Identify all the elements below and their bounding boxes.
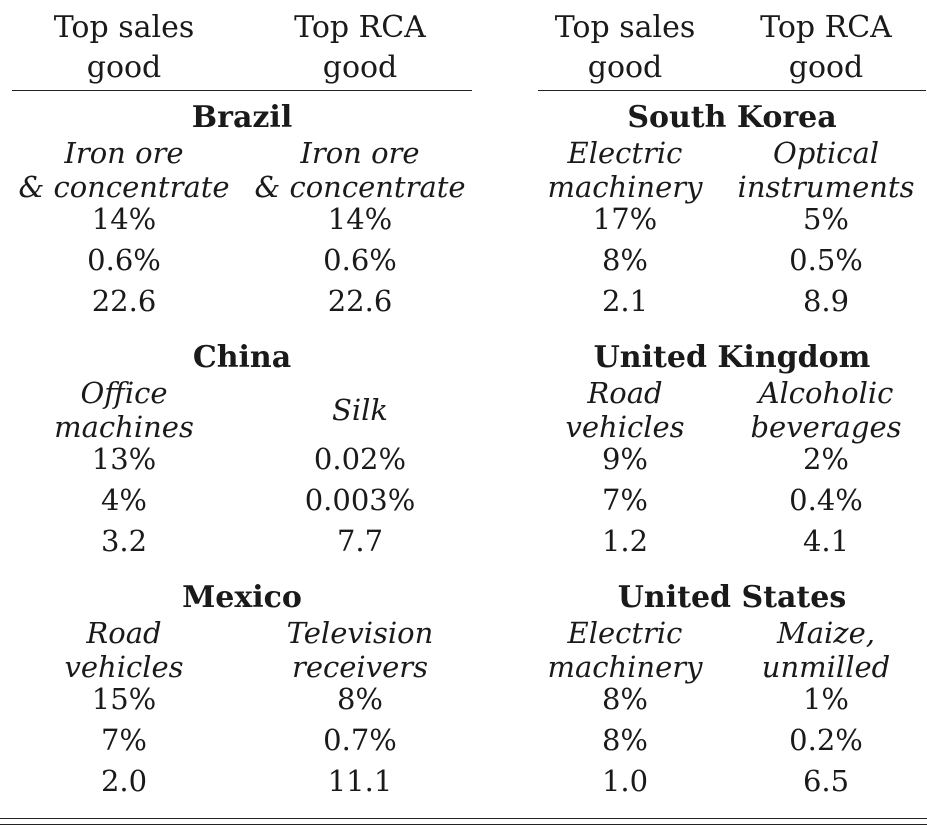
bottom-rule-2: [0, 824, 927, 825]
country-name: South Korea: [627, 100, 837, 135]
header-top-rca-good: Top RCA good: [294, 10, 426, 85]
top-rca-good-name: Silk: [332, 393, 388, 427]
top-sales-good-name: Iron ore & concentrate: [18, 136, 230, 204]
stat-value: 15%: [91, 682, 157, 716]
stat-value: 0.02%: [313, 442, 407, 476]
stat-value: 11.1: [327, 764, 393, 798]
stat-value: 14%: [91, 202, 157, 236]
stat-value: 1.0: [601, 764, 649, 798]
country-section: South Korea Electric machinery Optical ins…: [538, 100, 926, 340]
stat-value: 7%: [601, 483, 648, 517]
header-top-sales-good: Top sales good: [53, 10, 195, 85]
country-section: Brazil Iron ore & concentrate Iron ore & c…: [12, 100, 472, 340]
top-sales-good-name: Road vehicles: [565, 376, 685, 444]
stat-value: 8%: [601, 682, 648, 716]
top-sales-good-name: Road vehicles: [64, 616, 184, 684]
stat-value: 8%: [336, 682, 383, 716]
stat-value: 1%: [802, 682, 849, 716]
bottom-rule-1: [0, 818, 927, 819]
stat-value: 3.2: [100, 524, 148, 558]
country-name: United States: [617, 580, 847, 615]
stat-value: 0.2%: [789, 723, 863, 757]
stat-value: 7%: [100, 723, 147, 757]
country-section: United Kingdom Road vehicles Alcoholic bev…: [538, 340, 926, 580]
stat-value: 13%: [91, 442, 157, 476]
top-rca-good-name: Alcoholic beverages: [750, 376, 902, 444]
header-rule: [538, 90, 926, 91]
stat-value: 14%: [327, 202, 393, 236]
header-top-rca-good: Top RCA good: [760, 10, 892, 85]
header-row: Top sales good Top RCA good: [12, 0, 472, 90]
stat-value: 0.4%: [789, 483, 863, 517]
top-rca-good-name: Maize, unmilled: [761, 616, 891, 684]
country-name: Mexico: [182, 580, 302, 615]
stat-value: 17%: [592, 202, 658, 236]
stat-value: 2.1: [601, 284, 649, 318]
country-section: United States Electric machinery Maize, un…: [538, 580, 926, 820]
stat-value: 0.6%: [87, 243, 161, 277]
country-name: China: [192, 340, 292, 375]
stat-value: 9%: [601, 442, 648, 476]
stat-value: 0.7%: [323, 723, 397, 757]
country-name: Brazil: [191, 100, 293, 135]
stat-value: 0.6%: [323, 243, 397, 277]
left-panel: Top sales good Top RCA good Brazil Iron ore…: [12, 0, 472, 798]
country-name: United Kingdom: [593, 340, 871, 375]
top-sales-good-name: Office machines: [54, 376, 194, 444]
stat-value: 2%: [802, 442, 849, 476]
stat-value: 0.5%: [789, 243, 863, 277]
stat-value: 0.003%: [304, 483, 416, 517]
stat-value: 22.6: [91, 284, 157, 318]
right-panel: Top sales good Top RCA good South Korea Ele…: [538, 0, 926, 798]
stat-value: 4.1: [802, 524, 850, 558]
stat-value: 7.7: [336, 524, 384, 558]
stat-value: 8.9: [802, 284, 850, 318]
country-section: China Office machines Silk 13% 0.02% 4% 0.003%…: [12, 340, 472, 580]
stat-value: 22.6: [327, 284, 393, 318]
header-top-sales-good: Top sales good: [554, 10, 696, 85]
top-rca-good-name: Television receivers: [286, 616, 434, 684]
stat-value: 4%: [100, 483, 147, 517]
top-rca-good-name: Optical instruments: [737, 136, 915, 204]
country-section: Mexico Road vehicles Television receivers 1…: [12, 580, 472, 820]
top-rca-good-name: Iron ore & concentrate: [254, 136, 466, 204]
stat-value: 1.2: [601, 524, 649, 558]
stat-value: 5%: [802, 202, 849, 236]
stat-value: 8%: [601, 723, 648, 757]
stat-value: 6.5: [802, 764, 850, 798]
top-sales-good-name: Electric machinery: [547, 136, 703, 204]
stat-value: 2.0: [100, 764, 148, 798]
header-row: Top sales good Top RCA good: [538, 0, 926, 90]
stat-value: 8%: [601, 243, 648, 277]
header-rule: [12, 90, 472, 91]
top-sales-good-name: Electric machinery: [547, 616, 703, 684]
